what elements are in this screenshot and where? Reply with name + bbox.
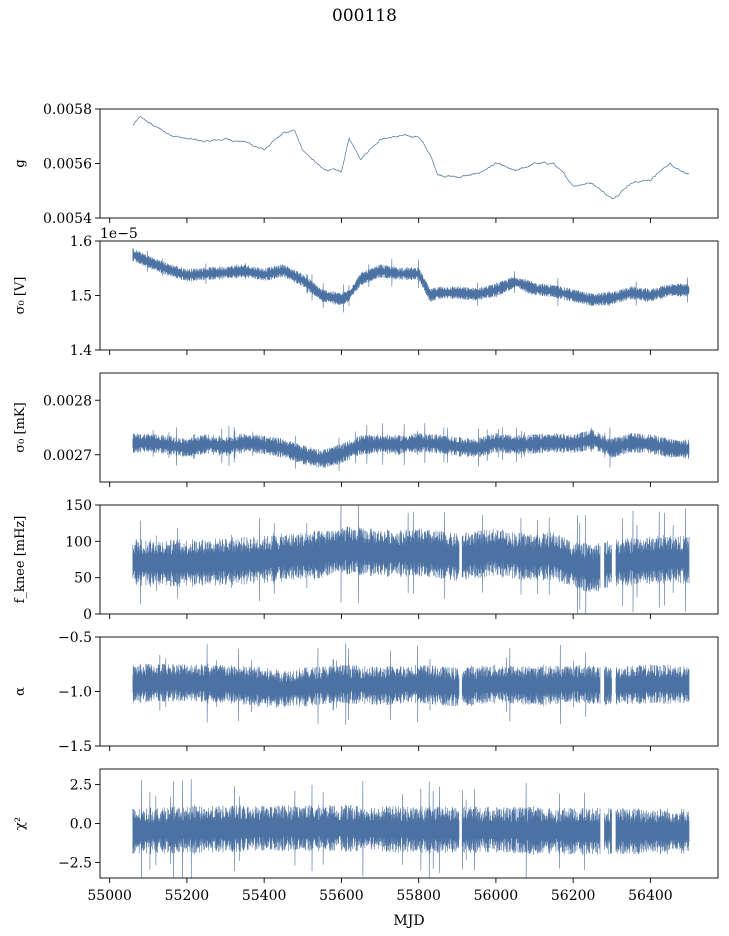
y-tick-label: 150 bbox=[65, 498, 92, 514]
y-axis-label: α bbox=[13, 687, 28, 696]
y-tick-label: 50 bbox=[74, 571, 92, 587]
y-axis-label: f_knee [mHz] bbox=[13, 516, 28, 604]
y-tick-label: −0.5 bbox=[58, 630, 92, 646]
x-tick-label: 56400 bbox=[628, 888, 673, 904]
x-tick-label: 55400 bbox=[242, 888, 287, 904]
y-tick-label: 0.0027 bbox=[43, 448, 92, 464]
series-band bbox=[132, 505, 690, 614]
axes-frame bbox=[99, 108, 719, 219]
x-tick-label: 55600 bbox=[319, 888, 364, 904]
series-line bbox=[132, 115, 690, 200]
y-tick-label: 1.6 bbox=[70, 234, 92, 250]
x-tick-label: 56200 bbox=[551, 888, 596, 904]
y-tick-label: −2.5 bbox=[58, 855, 92, 871]
y-axis-label: g bbox=[13, 159, 28, 167]
y-axis-label: σ₀ [mK] bbox=[13, 402, 28, 452]
x-tick-label: 56000 bbox=[474, 888, 519, 904]
subplot-4: 0 50 100 150 f_knee [mHz] bbox=[13, 498, 719, 623]
y-tick-label: 1.5 bbox=[70, 289, 92, 305]
figure-title: 000118 bbox=[332, 6, 397, 26]
series-band bbox=[132, 423, 690, 471]
y-axis-label: σ₀ [V] bbox=[13, 277, 28, 315]
subplot-1: 0.0054 0.0056 0.0058 g bbox=[13, 102, 719, 227]
x-tick-label: 55800 bbox=[396, 888, 441, 904]
x-tick-label: 55000 bbox=[87, 888, 132, 904]
subplot-3: 0.0027 0.0028 σ₀ [mK] bbox=[13, 372, 719, 487]
y-tick-label: 0.0056 bbox=[43, 157, 92, 173]
y-tick-label: 0.0 bbox=[70, 817, 92, 833]
y-tick-label: 2.5 bbox=[70, 778, 92, 794]
subplot-5: −1.5 −1.0 −0.5 α bbox=[13, 630, 719, 755]
subplot-2: 1.4 1.5 1.6 σ₀ [V] 1e−5 bbox=[13, 226, 719, 359]
series-band bbox=[132, 643, 690, 725]
series-band bbox=[132, 248, 690, 313]
axes-frame bbox=[99, 372, 719, 483]
y-tick-label: 0.0058 bbox=[43, 102, 92, 118]
y-tick-label: 0.0028 bbox=[43, 393, 92, 409]
y-tick-label: −1.5 bbox=[58, 739, 92, 755]
axes-frame bbox=[99, 504, 719, 615]
y-tick-label: 100 bbox=[65, 534, 92, 550]
x-axis-label: MJD bbox=[393, 913, 424, 929]
y-tick-label: 1.4 bbox=[70, 343, 92, 359]
y-axis-label: χ² bbox=[13, 817, 28, 830]
y-tick-label: 0.0054 bbox=[43, 211, 92, 227]
subplot-6: −2.5 0.0 2.5 55000 55200 55400 55600 55800 56000… bbox=[13, 768, 719, 904]
axis-offset-text: 1e−5 bbox=[100, 226, 138, 242]
y-tick-label: −1.0 bbox=[58, 685, 92, 701]
y-tick-label: 0 bbox=[83, 607, 92, 623]
series-band bbox=[132, 779, 690, 878]
x-tick-label: 55200 bbox=[165, 888, 210, 904]
